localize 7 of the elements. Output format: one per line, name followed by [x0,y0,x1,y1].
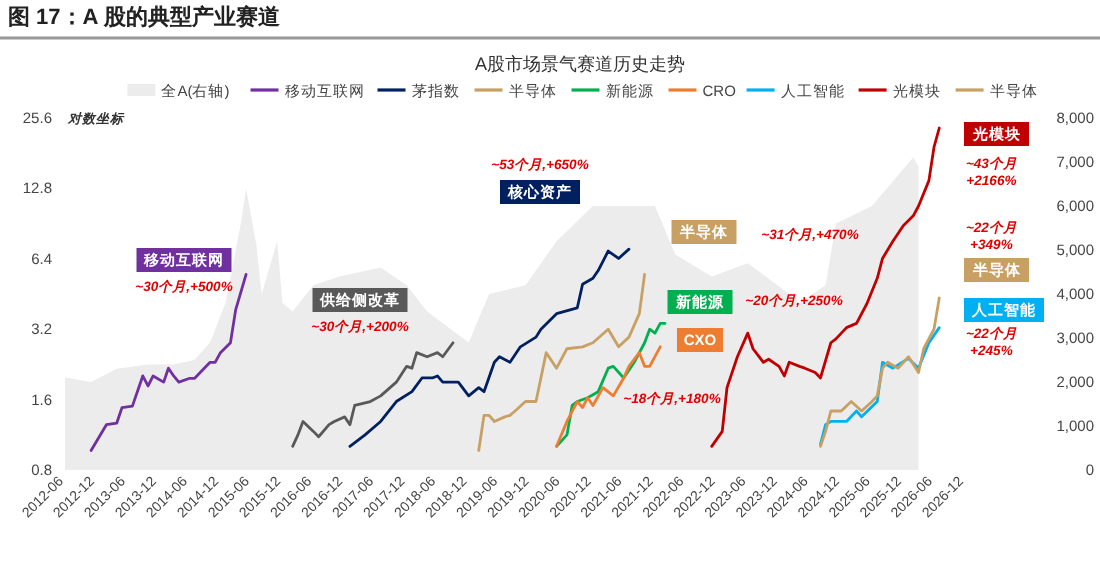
chart-title: 图 17：A 股的典型产业赛道 [8,4,282,30]
line-series [89,272,248,452]
chart-subtitle: A股市场景气赛道历史走势 [474,54,686,74]
line-series [819,326,941,446]
line-series [555,345,662,448]
line-series [477,272,646,452]
line-series [291,341,455,448]
